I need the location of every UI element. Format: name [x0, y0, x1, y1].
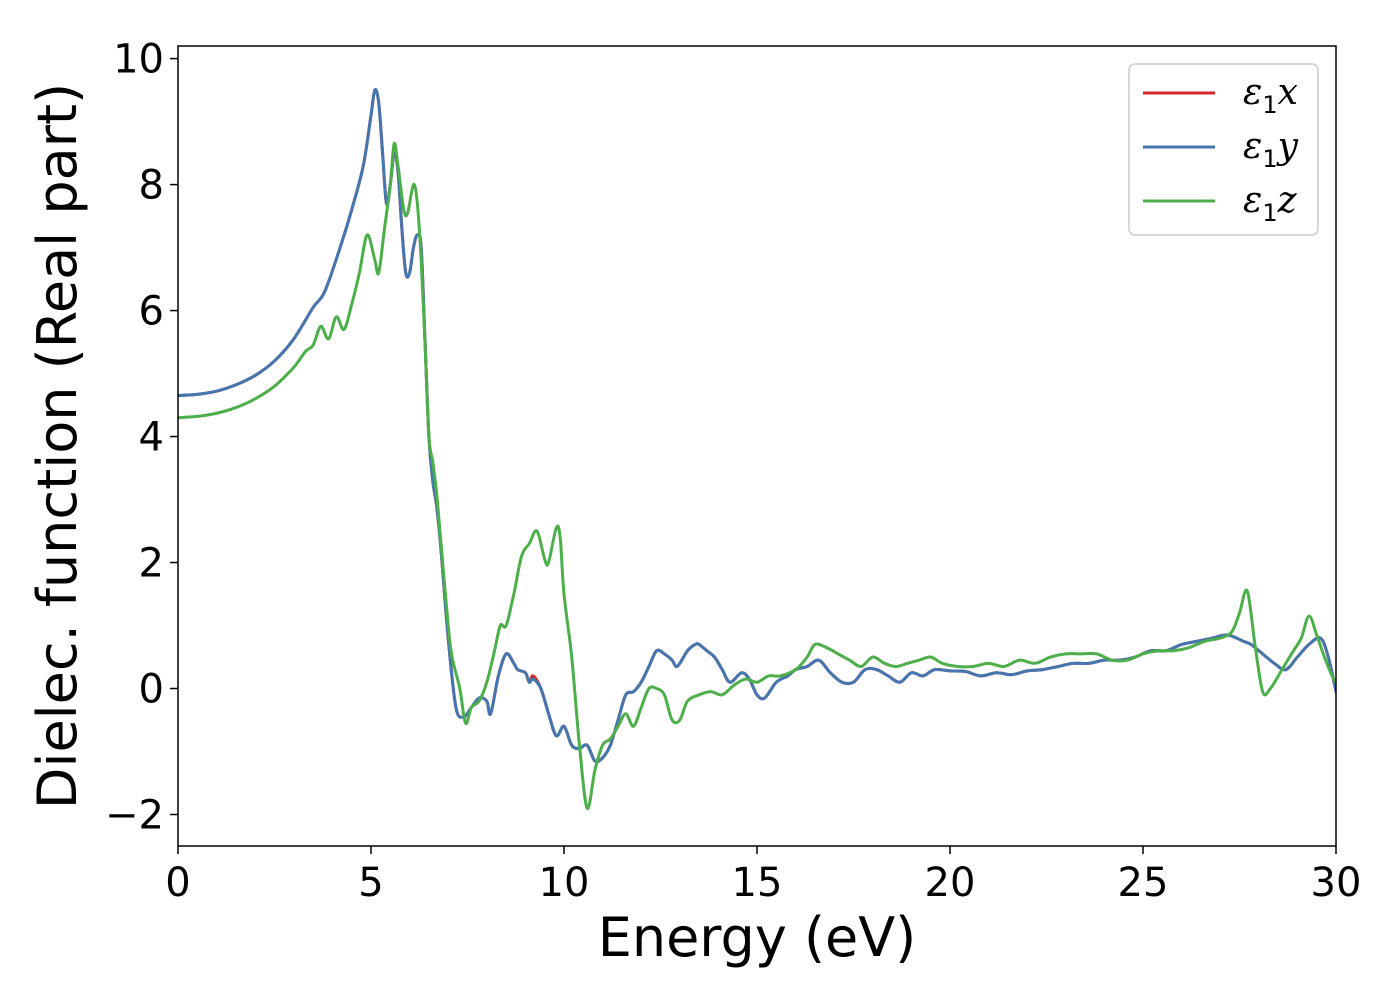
y-tick-label: 8 [139, 163, 164, 209]
series-line-y [178, 88, 1336, 764]
legend-box [1128, 63, 1319, 236]
series-layer [178, 88, 1336, 810]
y-axis-label: Dielec. function (Real part) [26, 83, 89, 809]
x-tick-label: 30 [1311, 860, 1362, 906]
x-axis-ticks: 0 5 10 15 20 25 30 [165, 846, 1361, 906]
y-tick-label: 0 [139, 667, 164, 713]
x-tick-label: 20 [925, 860, 976, 906]
legend-label-y: ε1y [1243, 126, 1299, 173]
legend: ε1x ε1y ε1z [1128, 63, 1319, 236]
legend-label-x: ε1x [1243, 72, 1298, 119]
y-tick-label: 4 [139, 415, 164, 461]
y-tick-label: 2 [139, 541, 164, 587]
series-line-z [178, 141, 1336, 810]
x-tick-label: 25 [1118, 860, 1169, 906]
x-tick-label: 5 [358, 860, 383, 906]
y-axis-ticks: −2 0 2 4 6 8 10 [105, 37, 178, 839]
y-tick-label: 10 [113, 37, 164, 83]
x-axis-label: Energy (eV) [598, 906, 917, 969]
x-tick-label: 10 [539, 860, 590, 906]
x-tick-label: 0 [165, 860, 190, 906]
x-tick-label: 15 [732, 860, 783, 906]
y-tick-label: 6 [139, 289, 164, 335]
legend-label-z: ε1z [1243, 180, 1298, 227]
y-tick-label: −2 [105, 793, 164, 839]
